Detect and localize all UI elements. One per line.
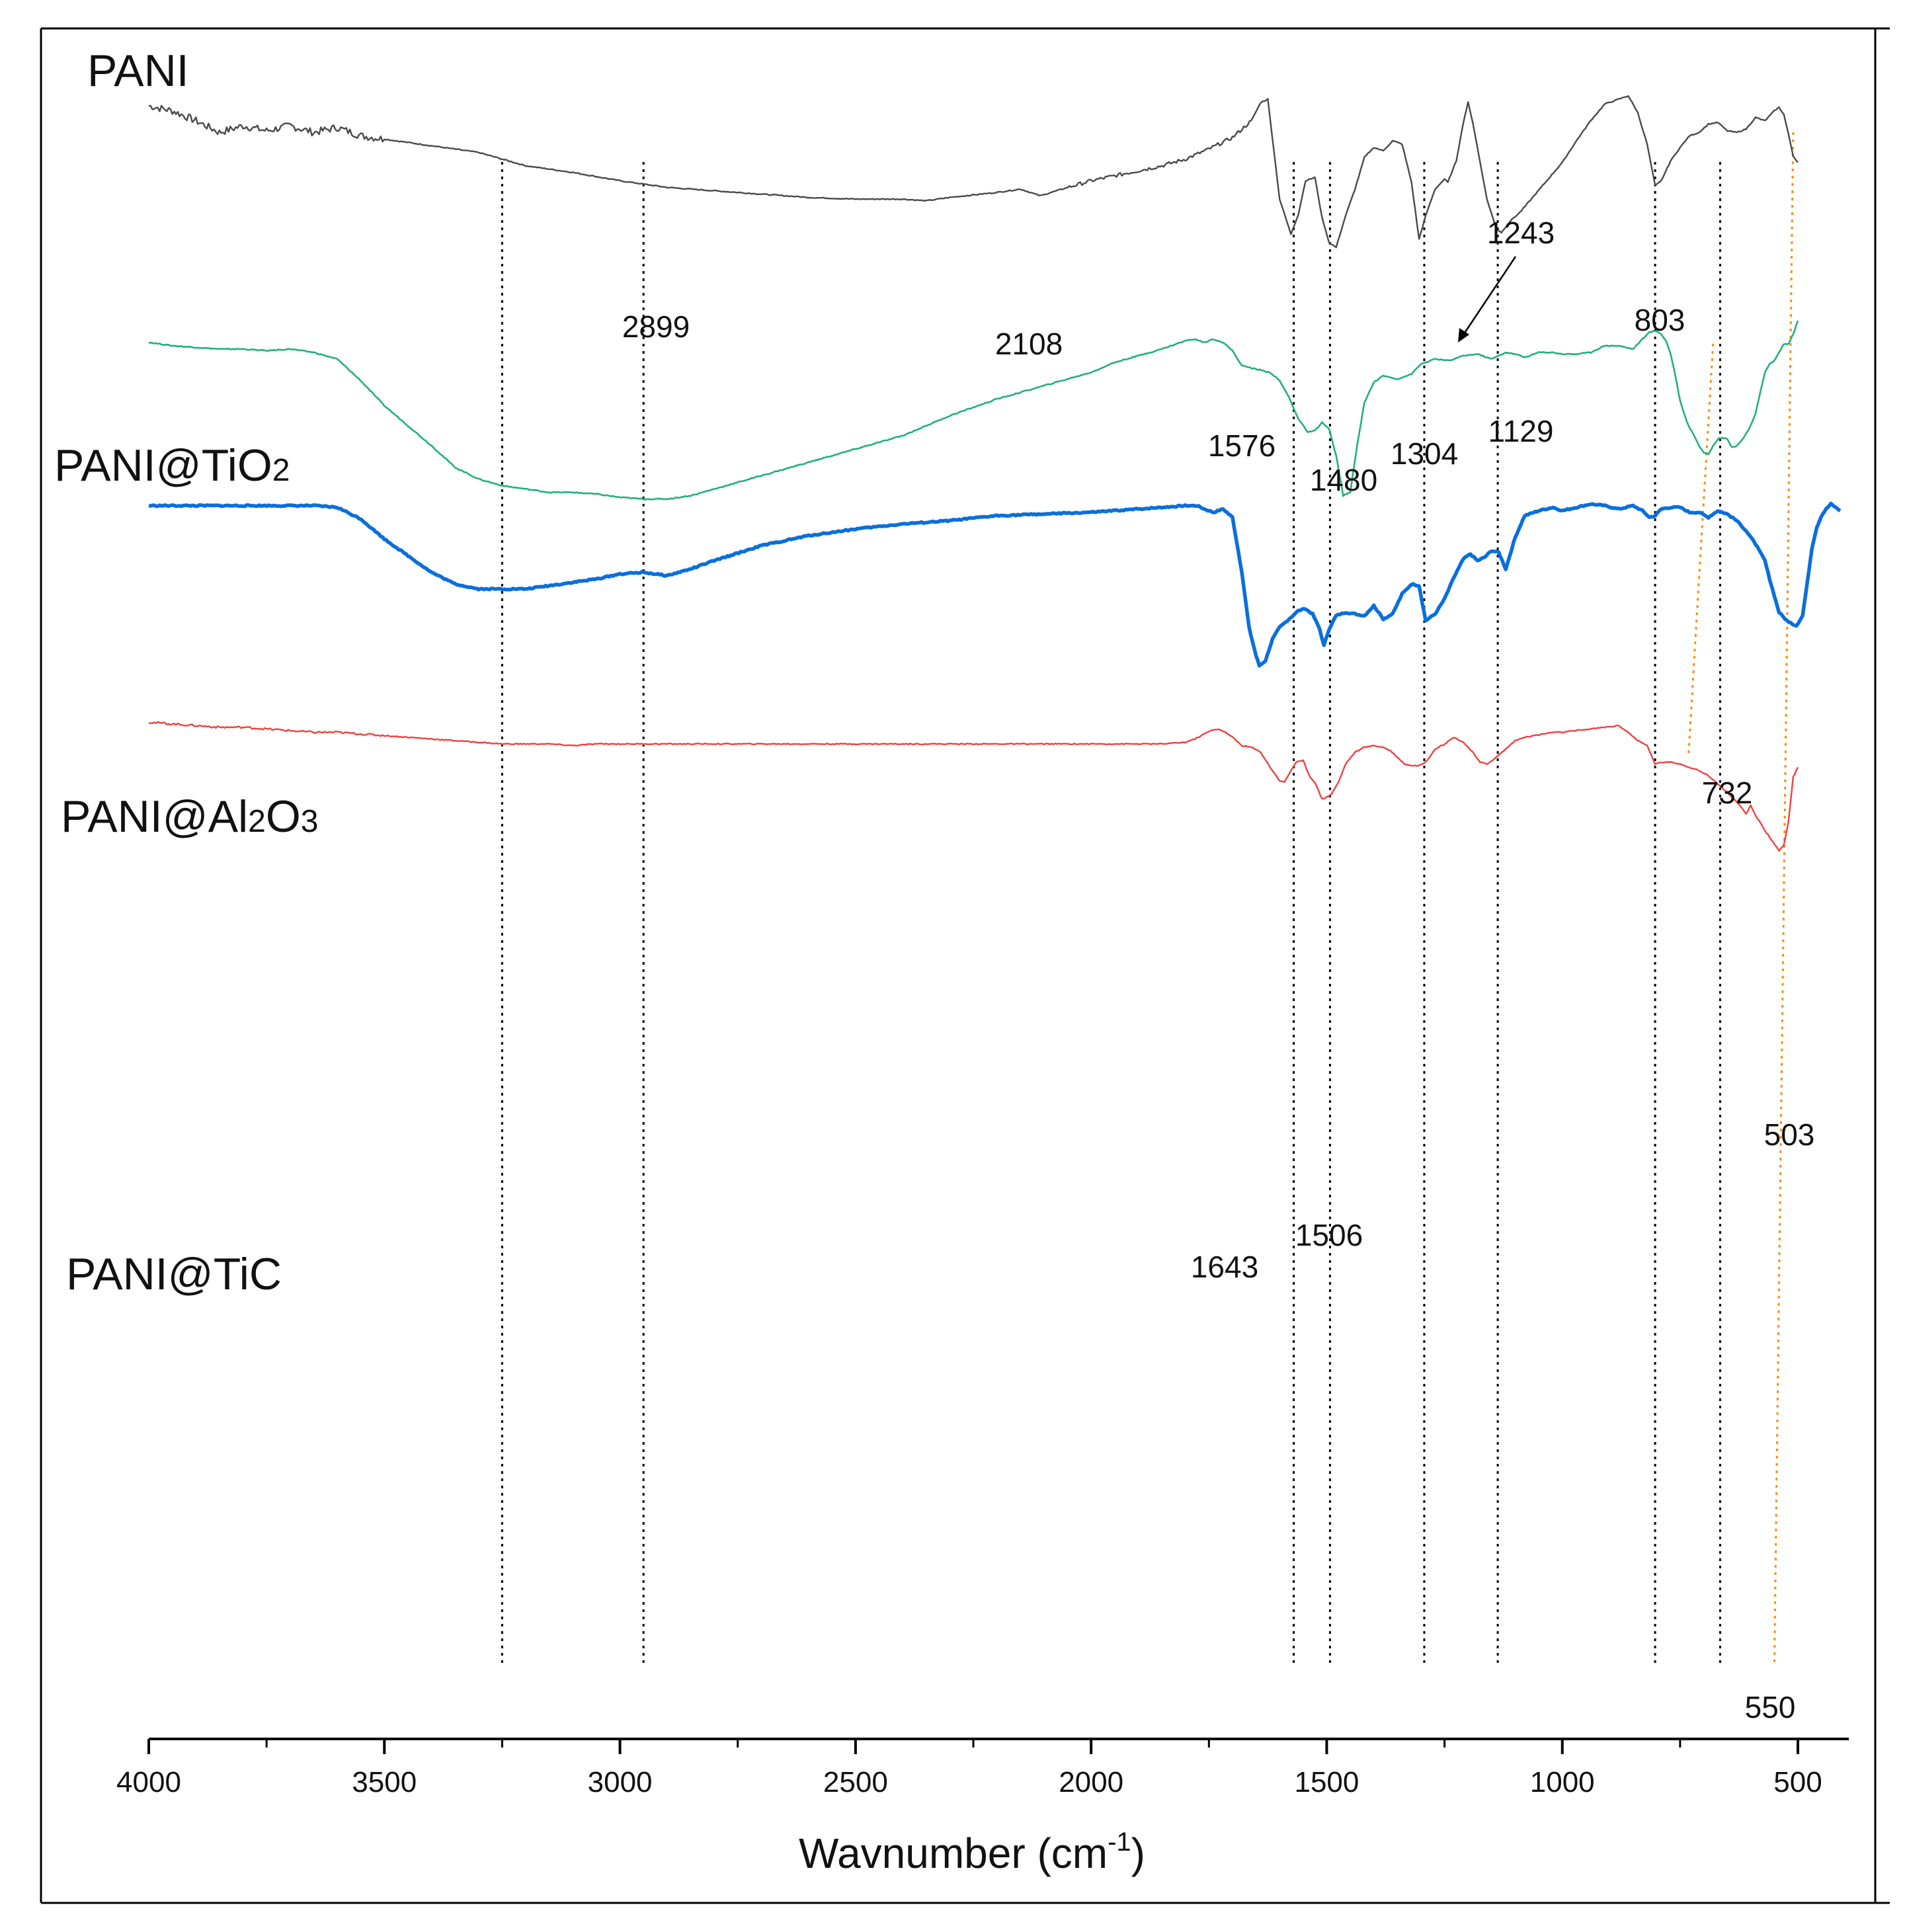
series-label-pani-al2o3-b: O — [266, 791, 301, 842]
series-line-pani — [148, 95, 1799, 249]
series-label-pani-al2o3-sub2: 3 — [301, 804, 319, 839]
peak-label-2108: 2108 — [995, 327, 1063, 361]
x-tick-label: 1000 — [1530, 1766, 1595, 1798]
series-layer — [148, 95, 1842, 852]
peak-label-1576: 1576 — [1208, 428, 1276, 463]
peak-label-503: 503 — [1764, 1117, 1815, 1152]
series-line-pani-tio2 — [148, 320, 1799, 501]
x-axis-title: Wavnumber (cm-1) — [799, 1828, 1145, 1877]
x-tick-label: 3000 — [588, 1766, 653, 1798]
x-tick-label: 2500 — [823, 1766, 888, 1798]
x-tick-label: 2000 — [1059, 1766, 1123, 1798]
series-label-pani-tic: PANI@TiC — [66, 1249, 282, 1299]
peak-label-1129: 1129 — [1488, 414, 1554, 448]
peak-arrowhead-1243 — [1458, 328, 1469, 342]
peak-label-803: 803 — [1635, 303, 1685, 337]
peak-label-2899: 2899 — [622, 309, 690, 344]
reference-line — [1773, 132, 1795, 1667]
series-label-pani-al2o3-sub1: 2 — [248, 804, 266, 839]
reference-line — [1687, 343, 1715, 754]
peak-label-732: 732 — [1702, 776, 1753, 810]
peak-label-1480: 1480 — [1310, 463, 1377, 497]
x-axis-title-text: Wavnumber (cm — [799, 1830, 1108, 1877]
x-axis-title-superscript: -1 — [1108, 1828, 1131, 1857]
series-line-pani-tic — [148, 721, 1799, 852]
peak-label-1506: 1506 — [1295, 1218, 1363, 1252]
x-tick-label: 1500 — [1294, 1766, 1359, 1798]
peak-label-1243: 1243 — [1487, 216, 1555, 250]
series-label-pani-tio2-main: PANI@TiO — [54, 440, 272, 491]
x-axis-title-close: ) — [1131, 1830, 1145, 1877]
peak-label-1643: 1643 — [1191, 1250, 1258, 1284]
x-ticks: 4000 3500 3000 2500 2000 1500 1000 500 — [116, 1739, 1822, 1798]
x-tick-label: 3500 — [352, 1766, 417, 1798]
x-axis: 4000 3500 3000 2500 2000 1500 1000 500 — [116, 1738, 1849, 1798]
series-label-pani-al2o3: PANI@Al2O3 — [61, 791, 318, 842]
series-label-pani-tio2-sub: 2 — [272, 453, 290, 488]
series-label-pani-tio2: PANI@TiO2 — [54, 440, 290, 491]
series-line-pani-al2o3 — [148, 501, 1842, 668]
x-tick-label: 500 — [1773, 1766, 1822, 1798]
peak-arrow-1243 — [1461, 256, 1517, 337]
series-label-pani-al2o3-a: PANI@Al — [61, 791, 248, 842]
peak-label-1304: 1304 — [1391, 436, 1458, 471]
reference-lines — [501, 132, 1795, 1667]
x-tick-label: 4000 — [116, 1766, 181, 1798]
peak-label-550: 550 — [1745, 1690, 1796, 1724]
series-label-pani: PANI — [87, 46, 189, 96]
